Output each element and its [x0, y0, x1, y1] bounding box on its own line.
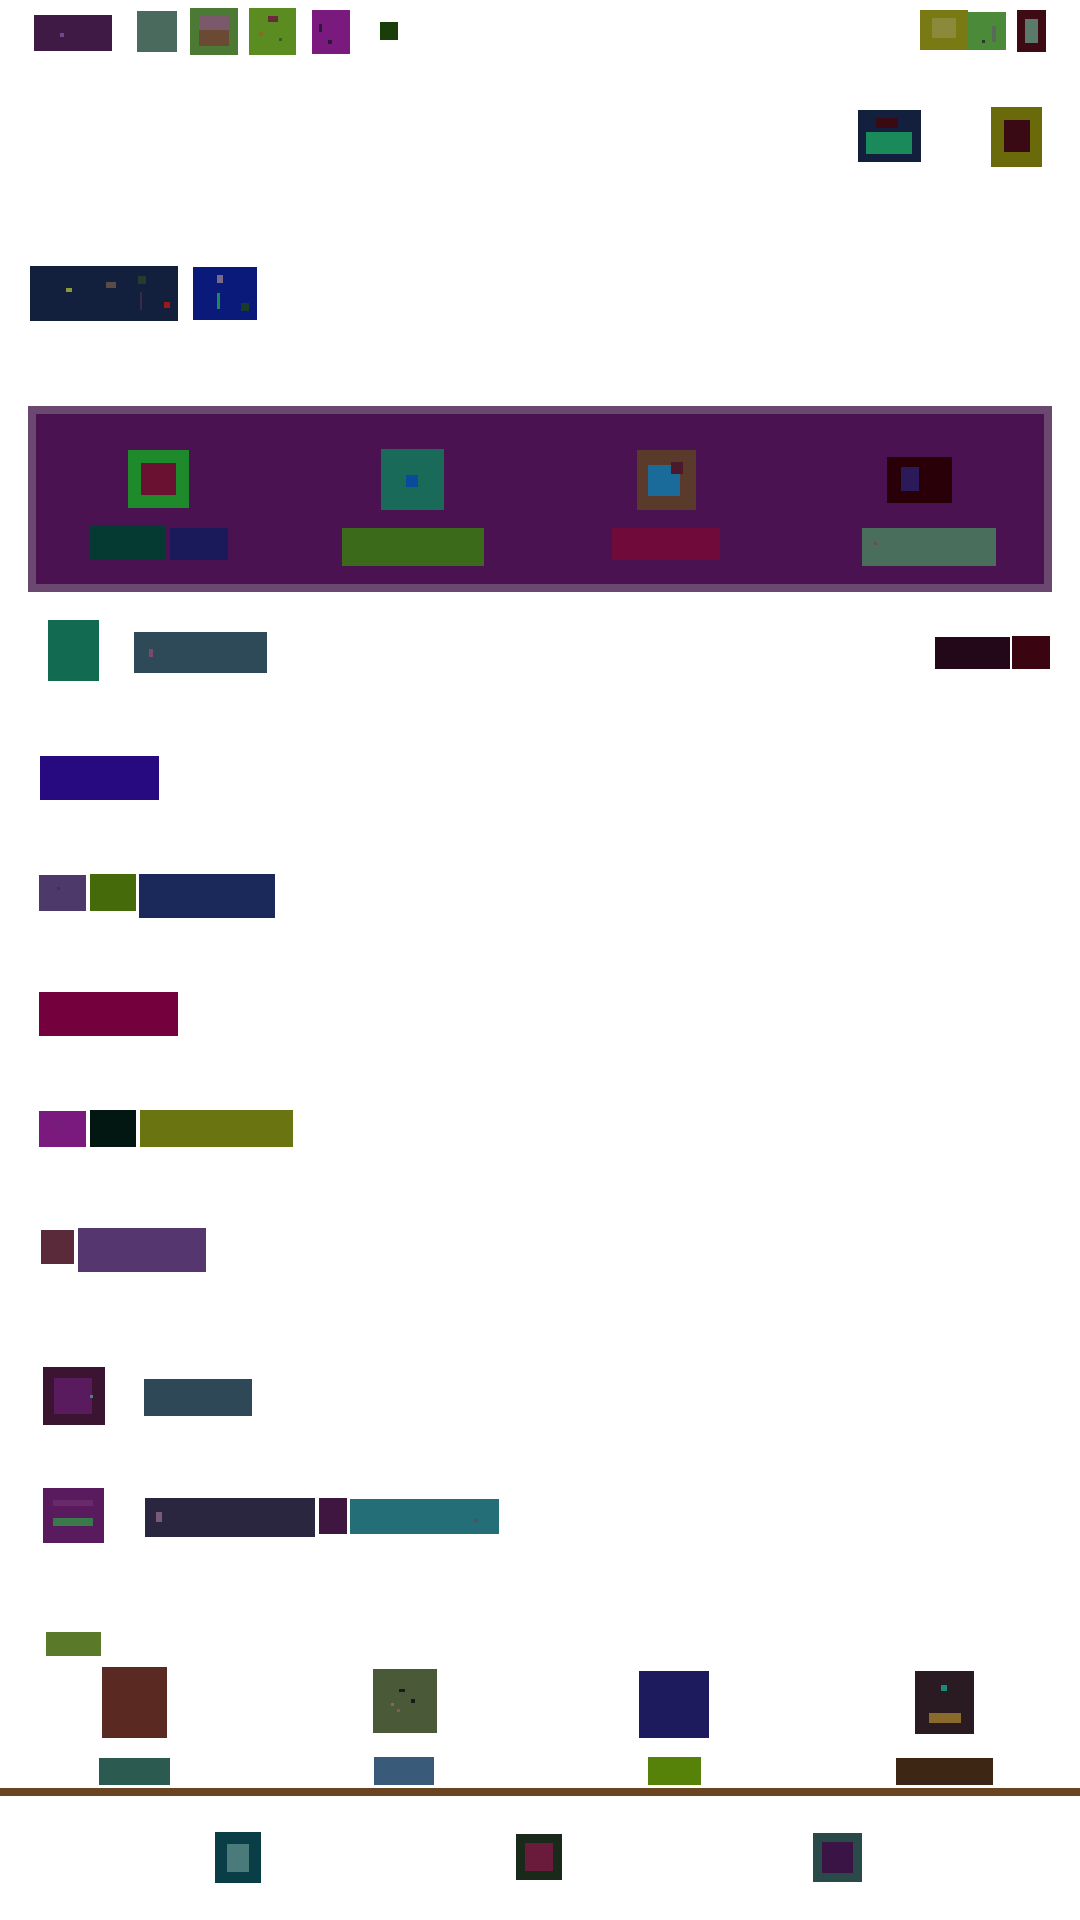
grid-item-2-icon[interactable] [373, 1669, 437, 1733]
hero-carousel [28, 406, 1052, 592]
list-item-tag[interactable] [90, 874, 136, 911]
status-dot-icon [380, 22, 398, 40]
hero-tile-2-label[interactable] [342, 528, 484, 566]
grid-item-3-label[interactable] [648, 1757, 701, 1785]
shopping-icon[interactable] [312, 10, 350, 54]
promo-card[interactable] [193, 267, 257, 320]
featured-card[interactable] [30, 266, 178, 321]
library-icon[interactable] [813, 1833, 862, 1882]
list-item-field[interactable] [78, 1228, 206, 1272]
account-icon[interactable] [1017, 10, 1046, 52]
list-item-tag[interactable] [319, 1498, 347, 1534]
list-item-field[interactable] [145, 1498, 315, 1537]
list-item-field[interactable] [144, 1379, 252, 1416]
hero-tile-4-icon[interactable] [887, 457, 952, 503]
close-icon[interactable] [935, 637, 1010, 669]
bottom-nav-divider [0, 1788, 1080, 1796]
list-item-tag[interactable] [90, 1110, 136, 1147]
list-item-icon[interactable] [39, 875, 86, 911]
map-icon[interactable] [249, 8, 296, 55]
hero-tile-4-label[interactable] [862, 528, 996, 566]
grid-item-2-label[interactable] [374, 1757, 434, 1785]
list-item-field[interactable] [139, 874, 275, 918]
hero-tile-1-label[interactable] [90, 526, 166, 560]
grid-item-3-icon[interactable] [639, 1671, 709, 1738]
hero-tile-1-sublabel[interactable] [170, 528, 228, 560]
list-item-icon[interactable] [39, 1111, 86, 1147]
hero-tile-2-icon[interactable] [381, 449, 444, 510]
app-logo-icon[interactable] [34, 15, 112, 51]
hero-tile-1-icon[interactable] [128, 450, 189, 508]
media-icon[interactable] [991, 107, 1042, 167]
hero-tile-3-icon[interactable] [637, 450, 696, 510]
grid-item-1-label[interactable] [99, 1758, 170, 1785]
settings-icon[interactable] [968, 12, 1006, 50]
home-icon[interactable] [215, 1832, 261, 1883]
list-item-title[interactable] [134, 632, 267, 673]
list-item-avatar[interactable] [41, 1230, 74, 1264]
list-item-thumbnail[interactable] [43, 1367, 105, 1425]
banner-icon[interactable] [858, 110, 921, 162]
list-item-field[interactable] [140, 1110, 293, 1147]
grid-item-4-label[interactable] [896, 1758, 993, 1785]
list-item-field[interactable] [350, 1499, 499, 1534]
list-item-action-button[interactable] [40, 756, 159, 800]
photo-icon[interactable] [190, 8, 238, 55]
notification-icon[interactable] [920, 10, 968, 50]
list-item-button[interactable] [39, 992, 178, 1036]
grid-item-4-icon[interactable] [915, 1671, 974, 1734]
list-item-avatar[interactable] [48, 620, 99, 681]
hero-tile-3-label[interactable] [612, 528, 720, 560]
search-icon[interactable] [516, 1834, 562, 1880]
gallery-icon[interactable] [137, 11, 177, 52]
section-header [46, 1632, 101, 1656]
profile-icon[interactable] [1012, 636, 1050, 669]
list-item-thumbnail[interactable] [43, 1488, 104, 1543]
grid-item-1-icon[interactable] [102, 1667, 167, 1738]
